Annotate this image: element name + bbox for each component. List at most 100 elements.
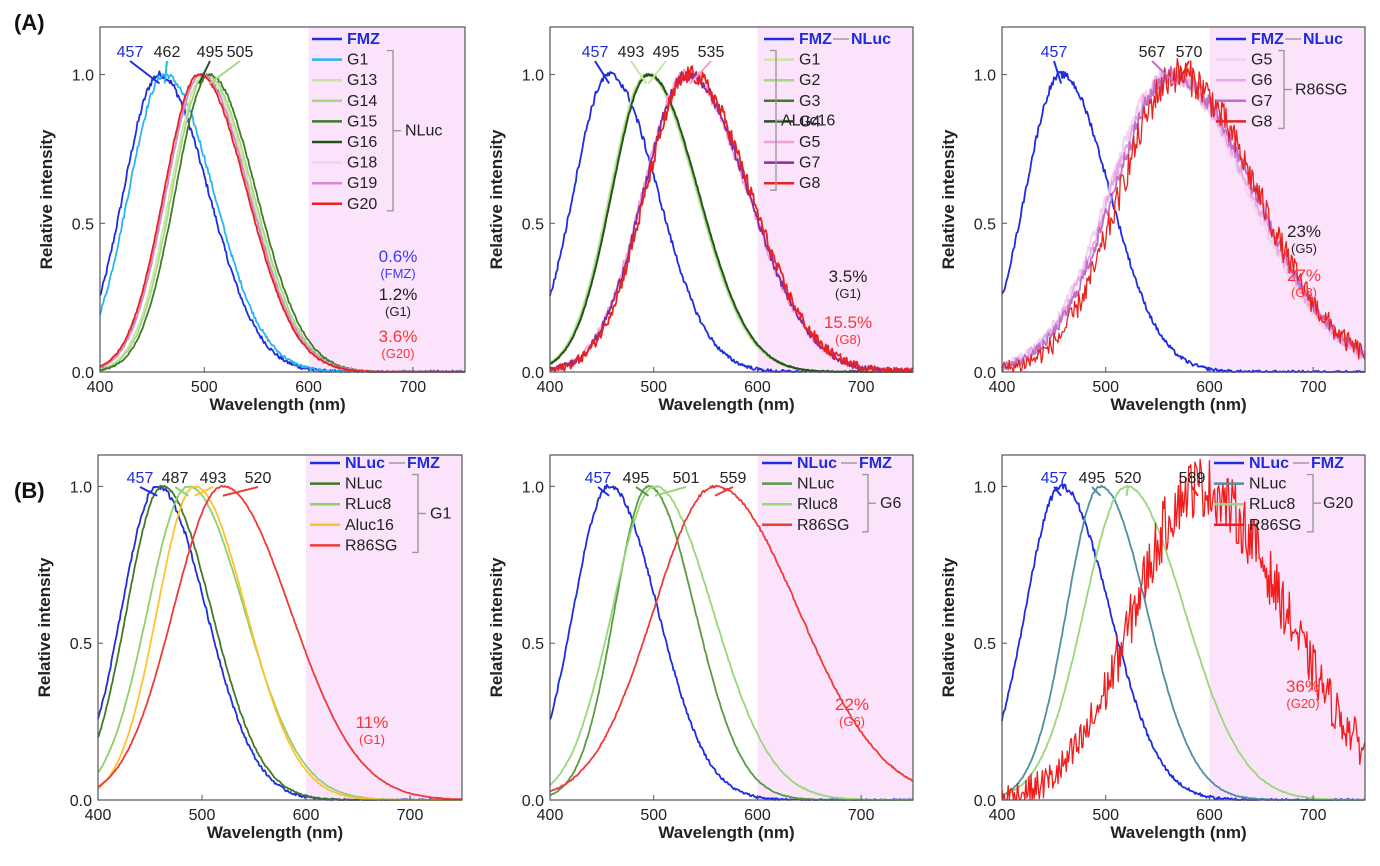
series-line-g8 [549,65,914,373]
peak-leader [594,60,610,85]
percent-annotation: 22% [835,695,869,714]
percent-annotation: 11% [356,713,389,732]
legend-bracket-label: G1 [430,506,451,523]
series-line-rluc8 [1001,485,1366,801]
legend-label: R86SG [345,537,397,554]
y-tick-label: 1.0 [974,68,996,85]
x-tick-label: 700 [848,807,875,824]
peak-leader [1177,60,1190,84]
peak-label: 457 [1041,44,1068,61]
legend-link-label: FMZ [859,455,892,472]
peak-label: 457 [585,470,612,487]
peak-label: 495 [653,44,680,61]
legend-label: NLuc [797,455,837,472]
peak-label: 505 [227,44,254,61]
plot-frame [549,454,914,801]
percent-annotation: 27% [1287,266,1321,285]
x-tick-label: 700 [848,379,875,396]
peak-leader [1053,486,1062,497]
peak-label: 462 [154,44,181,61]
series-line-g8 [1001,58,1366,373]
percent-annotation: 3.5% [829,267,868,286]
legend-label: FMZ [1251,31,1284,48]
peak-label: 457 [117,44,144,61]
x-axis-title: Wavelength (nm) [658,823,794,842]
y-tick-label: 0.5 [70,636,92,653]
y-tick-label: 0.5 [974,216,996,233]
series-line-r86sg [97,485,463,801]
peak-label: 589 [1179,470,1206,487]
y-tick-label: 1.0 [70,479,92,496]
percent-annotation-sub: (G6) [839,714,865,729]
x-axis-title: Wavelength (nm) [209,395,345,414]
peak-label: 535 [698,44,725,61]
x-tick-label: 500 [1092,379,1119,396]
peak-leader [1091,486,1102,497]
peak-label: 495 [623,470,650,487]
percent-annotation-sub: (G8) [835,332,861,347]
peak-label: 501 [673,470,700,487]
peak-leader [222,486,259,497]
legend-label: NLuc [1249,476,1286,493]
percent-annotation-sub: (G1) [359,732,385,747]
legend-label: G16 [347,134,377,151]
peak-leader [654,486,687,497]
x-axis-title: Wavelength (nm) [207,823,343,842]
x-tick-label: 700 [397,807,424,824]
x-tick-label: 500 [191,379,218,396]
plot-frame [97,454,463,801]
x-tick-label: 600 [744,807,771,824]
legend-label: G13 [347,72,377,89]
spectrum-panel-4: 400 500 600 700 0.0 0.5 1.0 Wavelength (nm) Rela… [35,454,463,842]
spectrum-panel-3: 400 500 600 700 0.0 0.5 1.0 Wavelength (nm) Rela… [939,26,1366,414]
x-tick-label: 400 [537,807,564,824]
peak-label: 457 [1041,470,1068,487]
x-tick-label: 500 [1092,807,1119,824]
legend-label: G7 [1251,93,1272,110]
peak-leader [1151,60,1176,85]
spectrum-panel-6: 400 500 600 700 0.0 0.5 1.0 Wavelength (nm) Rela… [939,454,1366,842]
peak-label: 493 [618,44,645,61]
shaded-region [757,27,913,372]
y-axis-title: Relative intensity [939,557,958,697]
x-tick-label: 600 [744,379,771,396]
y-tick-label: 0.5 [522,216,544,233]
peak-label: 495 [197,44,224,61]
y-axis-title: Relative intensity [487,557,506,697]
y-tick-label: 1.0 [974,479,996,496]
legend-link-label: FMZ [1311,455,1344,472]
x-tick-label: 600 [1196,807,1223,824]
legend-label: NLuc [797,476,834,493]
x-tick-label: 700 [1300,379,1327,396]
x-tick-label: 600 [293,807,320,824]
y-tick-label: 0.0 [974,365,996,382]
y-tick-label: 0.0 [974,793,996,810]
legend-link-label: NLuc [851,31,891,48]
peak-leader [208,60,241,85]
legend-bracket-label: G6 [880,495,901,512]
peak-leader [129,60,161,85]
x-tick-label: 600 [1196,379,1223,396]
y-tick-label: 0.5 [974,636,996,653]
spectrum-panel-2: 400 500 600 700 0.0 0.5 1.0 Wavelength (nm) Rela… [487,26,914,414]
x-tick-label: 400 [87,379,114,396]
legend-label: NLuc [345,476,382,493]
legend-label: G1 [347,52,368,69]
spectrum-panel-1: 400 500 600 700 0.0 0.5 1.0 Wavelength (nm) Rela… [37,26,466,414]
peak-leader [597,486,610,497]
x-tick-label: 400 [989,807,1016,824]
y-tick-label: 0.0 [72,365,94,382]
x-axis-title: Wavelength (nm) [1110,395,1246,414]
spectrum-panel-5: 400 500 600 700 0.0 0.5 1.0 Wavelength (nm) Rela… [487,454,914,842]
peak-leader [139,486,158,497]
legend-bracket-label: NLuc [405,123,442,140]
percent-annotation: 36% [1286,677,1320,696]
peak-leader [1191,486,1199,497]
series-line-r86sg [1001,458,1366,801]
percent-annotation: 3.6% [379,327,418,346]
shaded-region [306,455,462,800]
legend-label: G14 [347,93,377,110]
shaded-region [308,27,465,372]
y-tick-label: 1.0 [522,479,544,496]
panel-label-a: (A) [14,10,45,35]
